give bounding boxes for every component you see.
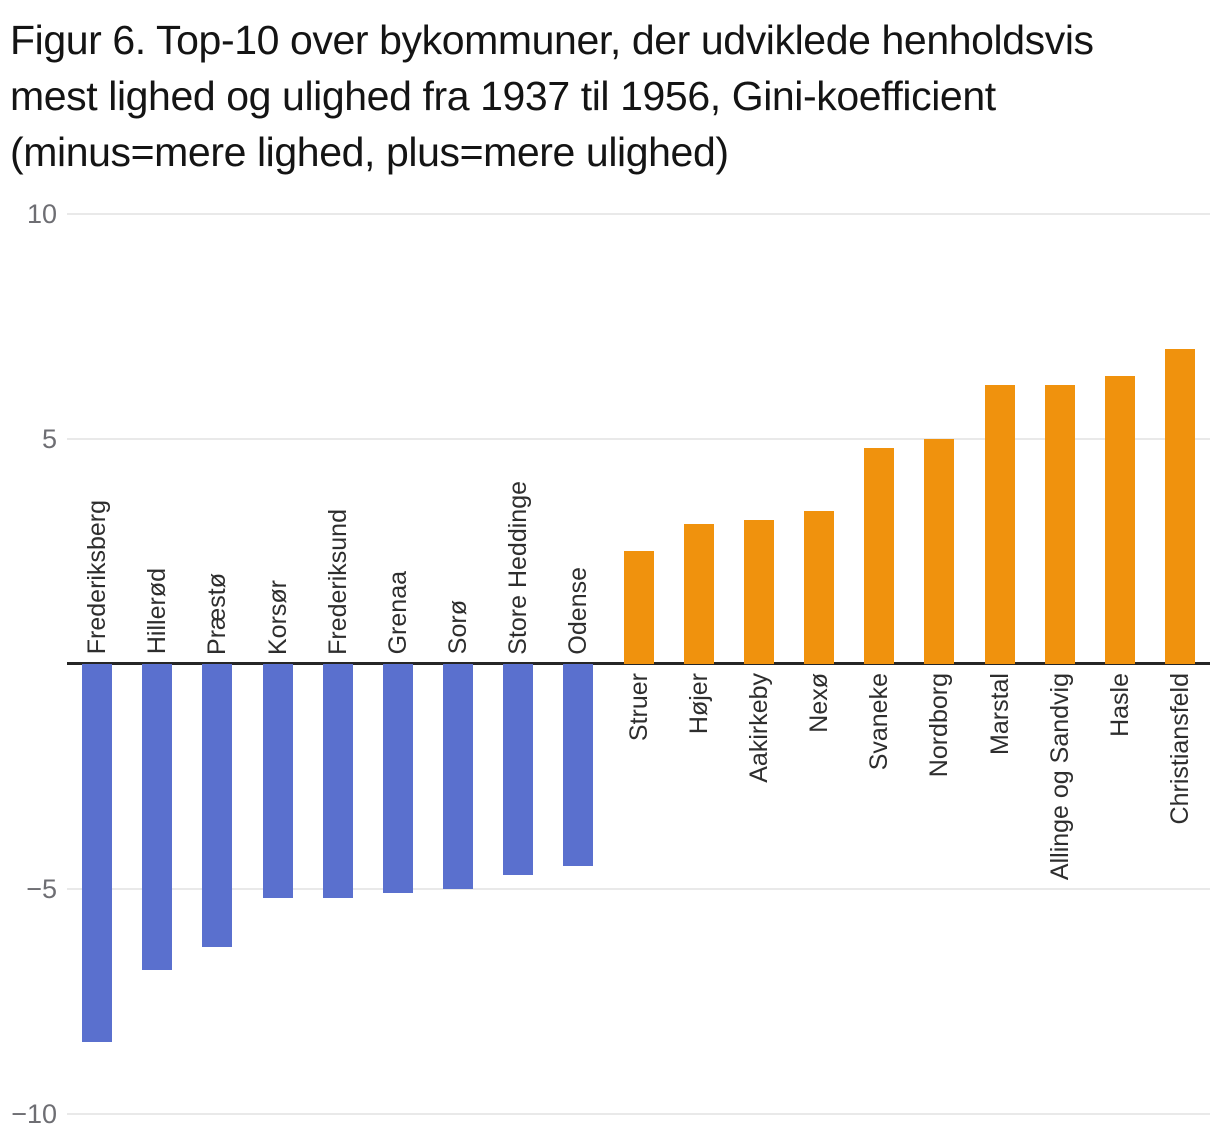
bar-odense [563,663,594,866]
bar-store-heddinge [503,663,534,875]
x-label-odense: Odense [564,566,593,655]
chart-title-line-2: mest lighed og ulighed fra 1937 til 1956… [10,73,996,119]
x-label-svaneke: Svaneke [865,672,894,770]
gridline-y-5 [67,437,1210,440]
y-tick-label--5: −5 [26,873,57,904]
x-label-grenaa: Grenaa [383,571,412,655]
gridline-y--10 [67,1112,1210,1115]
bar-frederiksberg [82,663,112,1042]
bar-aakirkeby [743,519,774,664]
x-label-hasle: Hasle [1105,672,1134,737]
bar-soro [443,663,474,889]
bar-nordborg [924,438,955,664]
x-label-christiansfeld: Christiansfeld [1166,672,1195,824]
bar-hasle [1104,375,1135,664]
bar-struer [623,551,654,664]
x-label-nexo: Nexø [805,672,834,733]
x-label-frederiksberg: Frederiksberg [83,500,111,655]
x-label-hojer: Højer [684,672,713,734]
y-tick-label-5: 5 [41,423,57,454]
bar-grenaa [382,663,413,893]
bar-allinge-og-sandvig [1044,384,1075,664]
chart-title-line-1: Figur 6. Top-10 over bykommuner, der udv… [10,17,1094,63]
bar-korsor [262,663,293,898]
x-label-aakirkeby: Aakirkeby [744,672,773,783]
y-tick-label--10: −10 [11,1098,57,1129]
x-label-allinge-og-sandvig: Allinge og Sandvig [1045,672,1074,880]
y-tick-label-10: 10 [26,198,57,229]
x-label-marstal: Marstal [985,672,1014,755]
x-label-praesto: Præstø [203,572,232,655]
bar-praesto [202,663,233,947]
bar-frederiksund [322,663,353,898]
x-label-korsor: Korsør [263,579,292,655]
x-label-frederiksund: Frederiksund [323,508,352,655]
x-axis-baseline [67,662,1210,665]
x-label-hillerod: Hillerød [143,568,172,655]
gridline-y--5 [67,887,1210,890]
bar-svaneke [864,447,895,664]
chart-title-line-3: (minus=mere lighed, plus=mere ulighed) [10,129,729,175]
x-label-struer: Struer [624,672,653,741]
x-label-store-heddinge: Store Heddinge [504,480,533,655]
x-label-nordborg: Nordborg [925,672,954,777]
bar-hillerod [142,663,173,970]
bar-christiansfeld [1165,348,1196,664]
x-label-soro: Sorø [444,600,473,655]
chart-title: Figur 6. Top-10 over bykommuner, der udv… [10,12,1094,180]
bar-nexo [804,510,835,664]
gridline-y-10 [67,212,1210,215]
bar-hojer [683,524,714,664]
bar-marstal [984,384,1015,664]
